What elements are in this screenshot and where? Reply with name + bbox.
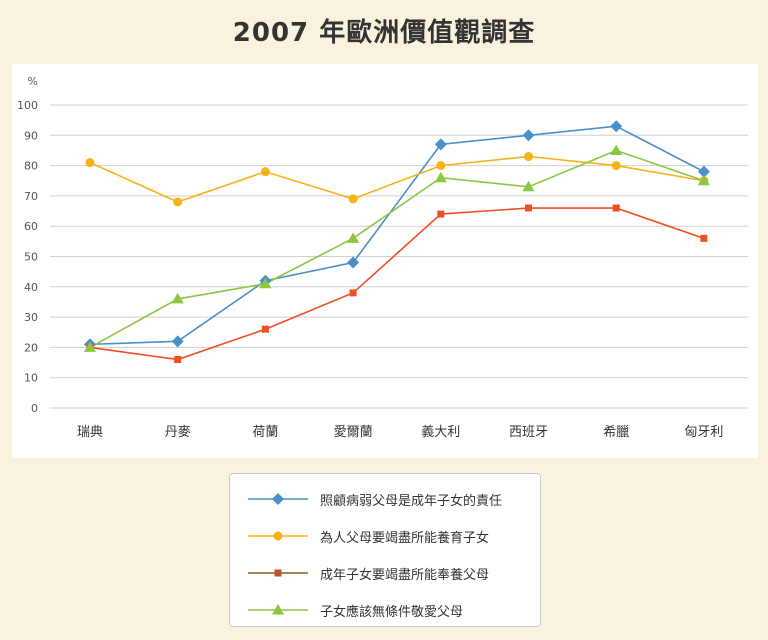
legend-item: 子女應該無條件敬愛父母 (230, 595, 542, 625)
data-point (85, 158, 95, 168)
data-point (700, 234, 708, 242)
legend-item: 照顧病弱父母是成年子女的責任 (230, 484, 542, 514)
data-point (349, 289, 357, 297)
x-tick-label: 丹麥 (165, 424, 191, 440)
data-point (171, 335, 184, 348)
data-point (436, 161, 446, 171)
data-point (261, 325, 269, 333)
x-tick-label: 愛爾蘭 (334, 424, 373, 440)
legend-marker (273, 531, 283, 541)
y-tick-label: 10 (24, 372, 38, 385)
legend-marker (272, 493, 284, 505)
data-point (697, 174, 710, 186)
data-point (610, 144, 623, 155)
series-line (89, 207, 705, 361)
legend-swatch (248, 531, 308, 541)
y-tick-label: 90 (24, 129, 38, 142)
data-point (522, 129, 535, 142)
data-point (260, 167, 270, 177)
data-point (171, 292, 184, 304)
series-line (89, 155, 705, 203)
y-tick-label: 70 (24, 190, 38, 203)
legend-swatch (248, 493, 308, 505)
y-tick-label: 0 (31, 402, 38, 415)
series-markers (84, 120, 710, 364)
legend-label: 成年子女要竭盡所能奉養父母 (320, 568, 490, 583)
x-tick-label: 希臘 (603, 425, 629, 440)
legend: 照顧病弱父母是成年子女的責任 為人父母要竭盡所能養育子女 成年子女要竭盡所能奉養父母… (229, 473, 541, 627)
y-tick-label: 100 (17, 99, 38, 112)
legend-marker (272, 604, 284, 615)
y-axis-label: % (28, 75, 38, 88)
x-tick-label: 西班牙 (509, 425, 548, 440)
data-point (437, 210, 445, 218)
legend-label: 照顧病弱父母是成年子女的責任 (320, 494, 503, 509)
y-tick-label: 20 (24, 341, 38, 354)
data-point (173, 197, 183, 207)
y-tick-label: 40 (24, 281, 38, 294)
y-tick-label: 60 (24, 220, 38, 233)
line-chart: 0 10 20 30 40 50 60 70 80 90 100% 瑞典 丹麥 荷蘭 愛爾蘭 義大利 西班牙 希臘… (17, 75, 748, 440)
data-point (347, 256, 360, 269)
data-point (611, 161, 621, 171)
data-point (610, 120, 623, 133)
y-tick-label: 50 (24, 251, 38, 264)
data-point (522, 180, 535, 192)
data-point (174, 356, 182, 364)
y-tick-label: 80 (24, 160, 38, 173)
data-point (347, 232, 360, 243)
x-tick-label: 荷蘭 (252, 424, 278, 440)
data-point (434, 138, 447, 151)
legend-label: 為人父母要竭盡所能養育子女 (320, 531, 490, 546)
series-line (89, 125, 705, 346)
legend-swatch (248, 569, 308, 577)
legend-item: 成年子女要竭盡所能奉養父母 (230, 558, 542, 588)
data-point (434, 171, 447, 183)
legend-label: 子女應該無條件敬愛父母 (320, 605, 464, 620)
series-line (89, 149, 705, 349)
legend-marker (274, 569, 282, 577)
data-point (612, 204, 620, 212)
x-tick-label: 瑞典 (77, 425, 103, 440)
y-tick-label: 30 (24, 311, 38, 324)
series-lines (89, 125, 705, 361)
x-tick-label: 義大利 (421, 424, 460, 440)
legend-swatch (248, 604, 308, 615)
data-point (524, 152, 533, 162)
chart-panel: 0 10 20 30 40 50 60 70 80 90 100% 瑞典 丹麥 荷蘭 愛爾蘭 義大利 西班牙 希臘… (12, 64, 758, 458)
chart-title: 2007 年歐洲價值觀調查 (232, 18, 536, 48)
data-point (348, 194, 358, 204)
data-point (84, 341, 96, 352)
data-point (259, 277, 272, 289)
legend-item: 為人父母要竭盡所能養育子女 (230, 521, 542, 551)
data-point (525, 204, 532, 212)
x-tick-label: 匈牙利 (684, 425, 723, 440)
data-point (697, 165, 710, 178)
